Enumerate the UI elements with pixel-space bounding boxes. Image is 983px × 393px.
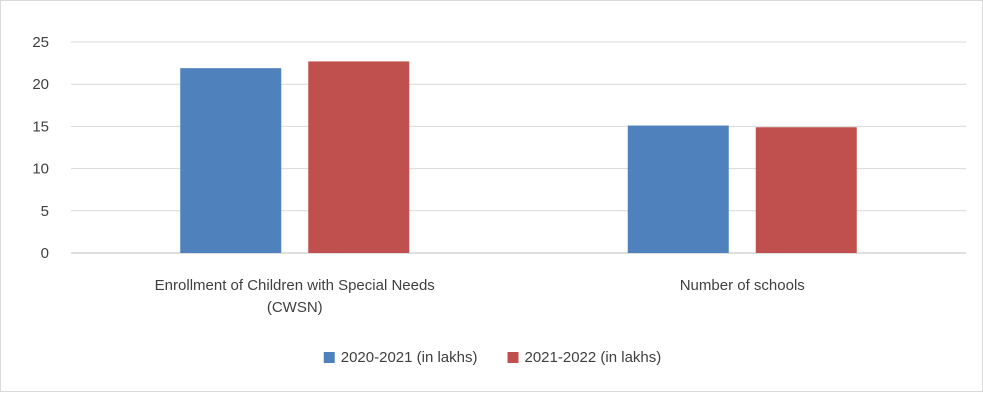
bar-series-2-cat-1: [308, 61, 410, 253]
y-tick-label: 5: [41, 203, 49, 220]
y-tick-label: 25: [32, 34, 49, 51]
bar-series-1-cat-2: [627, 125, 729, 253]
x-axis: Enrollment of Children with Special Need…: [155, 277, 805, 316]
x-tick-label: Enrollment of Children with Special Need…: [155, 277, 435, 316]
x-tick-label-line: (CWSN): [267, 299, 323, 316]
legend-label: 2020-2021 (in lakhs): [341, 349, 478, 366]
bar-series-1-cat-1: [180, 68, 282, 253]
y-tick-label: 15: [32, 118, 49, 135]
legend: 2020-2021 (in lakhs) 2021-2022 (in lakhs): [323, 349, 662, 366]
y-tick-label: 0: [41, 245, 49, 262]
legend-item: 2021-2022 (in lakhs): [507, 349, 662, 366]
y-tick-label: 20: [32, 76, 49, 93]
x-tick-label-line: Number of schools: [680, 277, 805, 294]
x-tick-label: Number of schools: [680, 277, 805, 294]
bars: [180, 61, 857, 253]
x-tick-label-line: Enrollment of Children with Special Need…: [155, 277, 435, 294]
legend-label: 2021-2022 (in lakhs): [525, 349, 662, 366]
bar-series-2-cat-2: [755, 127, 857, 253]
legend-item: 2020-2021 (in lakhs): [323, 349, 478, 366]
y-axis: 0 5 10 15 20 25: [32, 34, 49, 262]
legend-swatch: [507, 352, 519, 363]
legend-swatch: [323, 352, 335, 363]
y-tick-label: 10: [32, 161, 49, 178]
